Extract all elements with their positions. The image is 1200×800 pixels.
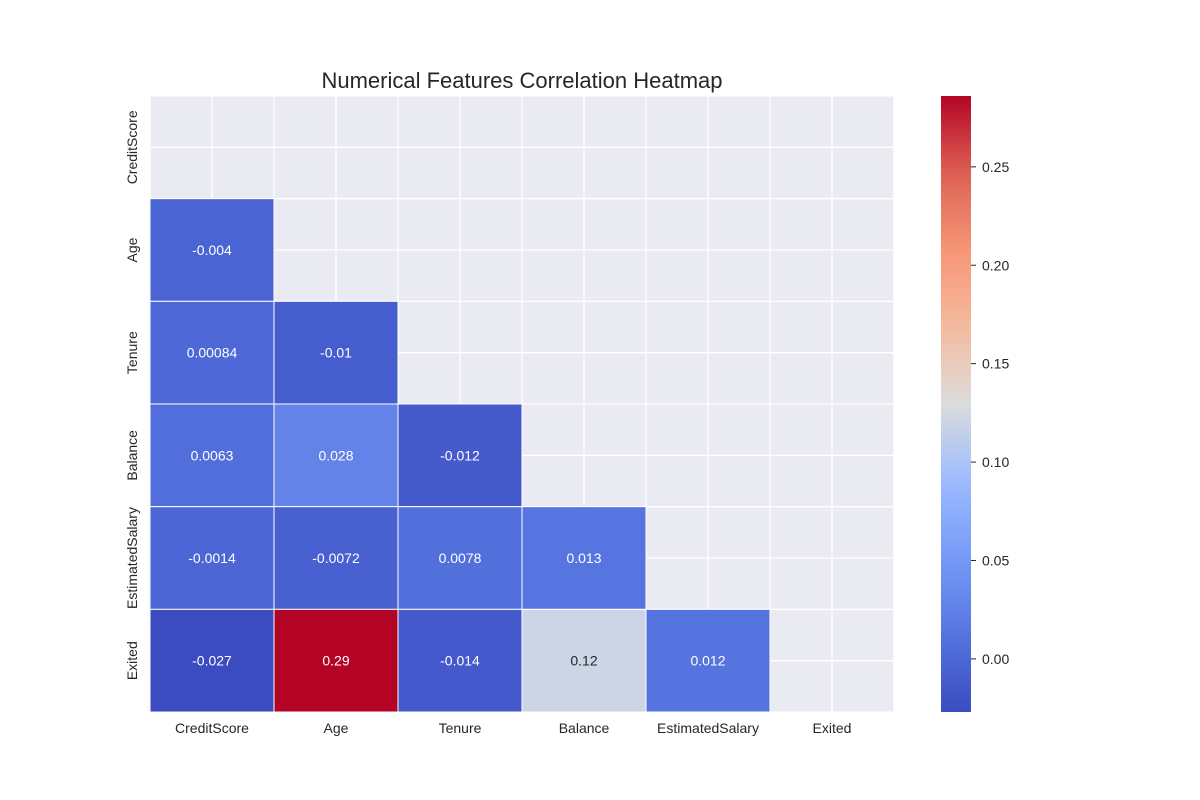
cell-value-label: -0.0072 <box>312 550 360 566</box>
heatmap-cell <box>149 198 275 302</box>
heatmap-cell <box>273 300 399 405</box>
y-tick-label: Tenure <box>124 331 140 374</box>
cell-value-label: 0.013 <box>566 550 601 566</box>
cell-value-label: 0.012 <box>690 653 725 669</box>
x-tick-label: CreditScore <box>175 720 249 736</box>
cell-value-label: -0.0014 <box>188 550 236 566</box>
cell-value-label: -0.01 <box>320 345 352 361</box>
heatmap-cell <box>521 506 647 610</box>
cell-value-label: 0.0063 <box>191 447 234 463</box>
x-tick-label: Tenure <box>439 720 482 736</box>
cell-value-label: -0.027 <box>192 653 232 669</box>
cell-value-label: -0.012 <box>440 447 480 463</box>
colorbar-tick-label: 0.15 <box>982 356 1009 372</box>
colorbar-tick-label: 0.20 <box>982 257 1009 273</box>
colorbar-tick-label: 0.00 <box>982 651 1009 667</box>
y-tick-label: CreditScore <box>124 110 140 184</box>
y-tick-label: Exited <box>124 641 140 680</box>
colorbar-tick-label: 0.05 <box>982 552 1009 568</box>
cell-value-label: 0.0078 <box>439 550 482 566</box>
colorbar-tick-label: 0.10 <box>982 454 1009 470</box>
cell-value-label: 0.12 <box>570 653 597 669</box>
x-tick-label: EstimatedSalary <box>657 720 759 736</box>
chart-title: Numerical Features Correlation Heatmap <box>321 68 722 93</box>
heatmap-cell <box>149 608 275 713</box>
cell-value-label: -0.014 <box>440 653 480 669</box>
heatmap-cell <box>273 403 399 508</box>
cell-value-label: 0.00084 <box>187 345 238 361</box>
cell-value-label: -0.004 <box>192 242 232 258</box>
y-axis-tick-labels: CreditScore Age Tenure Balance EstimatedSala… <box>124 110 140 680</box>
heatmap-cell <box>397 506 523 610</box>
y-tick-label: EstimatedSalary <box>124 507 140 609</box>
x-tick-label: Exited <box>813 720 852 736</box>
y-tick-label: Balance <box>124 430 140 481</box>
heatmap-cell <box>397 403 523 508</box>
x-tick-label: Age <box>324 720 349 736</box>
heatmap-cell <box>645 608 771 713</box>
x-axis-tick-labels: CreditScore Age Tenure Balance EstimatedSala… <box>175 720 851 736</box>
y-tick-label: Age <box>124 237 140 262</box>
heatmap-cell <box>397 608 523 713</box>
colorbar-tick-label: 0.25 <box>982 159 1009 175</box>
heatmap-cell <box>149 506 275 610</box>
heatmap-cell <box>149 300 275 405</box>
heatmap-cells: -0.004 0.00084 -0.01 0.0063 0.028 -0.012 -0.00… <box>149 198 771 713</box>
cell-value-label: 0.028 <box>318 447 353 463</box>
colorbar-gradient <box>941 96 971 713</box>
heatmap-cell <box>273 608 399 713</box>
heatmap-cell <box>521 608 647 713</box>
x-tick-label: Balance <box>559 720 610 736</box>
colorbar: 0.00 0.05 0.10 0.15 0.20 0.25 <box>941 96 1009 713</box>
cell-value-label: 0.29 <box>322 653 349 669</box>
